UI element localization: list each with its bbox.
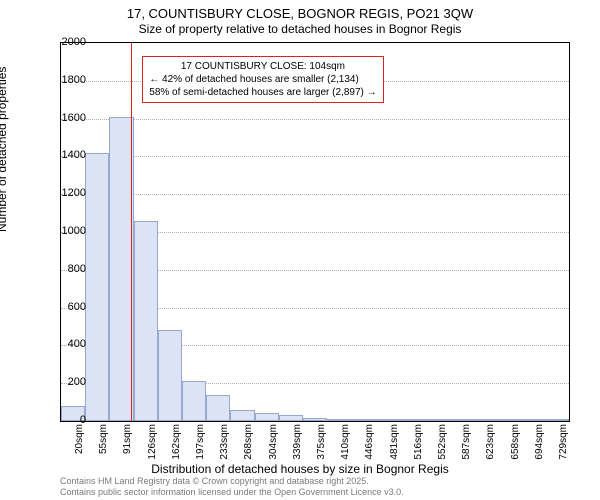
plot-area: 17 COUNTISBURY CLOSE: 104sqm← 42% of det… bbox=[60, 42, 570, 422]
y-tick-label: 1000 bbox=[46, 225, 86, 237]
x-tick-label: 268sqm bbox=[243, 424, 254, 464]
y-tick-label: 1200 bbox=[46, 187, 86, 199]
histogram-bar bbox=[424, 419, 448, 421]
footer-attribution: Contains HM Land Registry data © Crown c… bbox=[60, 476, 404, 498]
x-tick-label: 516sqm bbox=[413, 424, 424, 464]
x-tick-label: 623sqm bbox=[485, 424, 496, 464]
footer-line1: Contains HM Land Registry data © Crown c… bbox=[60, 476, 404, 487]
x-tick-label: 410sqm bbox=[340, 424, 351, 464]
histogram-bar bbox=[496, 419, 520, 421]
annotation-box: 17 COUNTISBURY CLOSE: 104sqm← 42% of det… bbox=[142, 56, 383, 103]
y-tick-label: 800 bbox=[46, 263, 86, 275]
x-tick-label: 552sqm bbox=[437, 424, 448, 464]
y-tick-label: 600 bbox=[46, 301, 86, 313]
histogram-bar bbox=[206, 395, 230, 421]
annotation-line2: ← 42% of detached houses are smaller (2,… bbox=[149, 73, 376, 86]
x-tick-label: 729sqm bbox=[558, 424, 569, 464]
y-tick-label: 400 bbox=[46, 338, 86, 350]
x-tick-label: 91sqm bbox=[122, 424, 133, 464]
histogram-bar bbox=[85, 153, 109, 421]
x-tick-label: 126sqm bbox=[147, 424, 158, 464]
chart-container: 17, COUNTISBURY CLOSE, BOGNOR REGIS, PO2… bbox=[0, 0, 600, 500]
histogram-bar bbox=[303, 418, 327, 421]
histogram-bar bbox=[400, 419, 424, 421]
histogram-bar bbox=[521, 419, 545, 421]
x-tick-label: 20sqm bbox=[74, 424, 85, 464]
histogram-bar bbox=[351, 419, 375, 421]
x-tick-label: 375sqm bbox=[316, 424, 327, 464]
y-axis-label: Number of detached properties bbox=[0, 67, 9, 232]
histogram-bar bbox=[327, 419, 351, 421]
annotation-line3: 58% of semi-detached houses are larger (… bbox=[149, 86, 376, 99]
x-tick-label: 658sqm bbox=[510, 424, 521, 464]
gridline bbox=[61, 119, 569, 120]
histogram-bar bbox=[279, 415, 303, 421]
x-tick-label: 446sqm bbox=[364, 424, 375, 464]
x-tick-label: 339sqm bbox=[292, 424, 303, 464]
histogram-bar bbox=[230, 410, 254, 421]
histogram-bar bbox=[472, 419, 496, 421]
x-tick-label: 162sqm bbox=[171, 424, 182, 464]
y-tick-label: 1400 bbox=[46, 149, 86, 161]
gridline bbox=[61, 156, 569, 157]
x-tick-label: 587sqm bbox=[461, 424, 472, 464]
x-tick-label: 694sqm bbox=[534, 424, 545, 464]
histogram-bar bbox=[134, 221, 158, 421]
y-tick-label: 200 bbox=[46, 376, 86, 388]
histogram-bar bbox=[182, 381, 206, 421]
histogram-bar bbox=[545, 419, 569, 421]
gridline bbox=[61, 194, 569, 195]
y-tick-label: 2000 bbox=[46, 36, 86, 48]
chart-title-line2: Size of property relative to detached ho… bbox=[0, 22, 600, 36]
annotation-line1: 17 COUNTISBURY CLOSE: 104sqm bbox=[149, 60, 376, 73]
histogram-bar bbox=[375, 419, 399, 421]
footer-line2: Contains public sector information licen… bbox=[60, 487, 404, 498]
y-tick-label: 1800 bbox=[46, 74, 86, 86]
x-tick-label: 197sqm bbox=[195, 424, 206, 464]
x-tick-label: 55sqm bbox=[98, 424, 109, 464]
y-tick-label: 1600 bbox=[46, 112, 86, 124]
histogram-bar bbox=[448, 419, 472, 421]
reference-line bbox=[131, 43, 132, 421]
histogram-bar bbox=[158, 330, 182, 421]
x-tick-label: 304sqm bbox=[268, 424, 279, 464]
chart-title-line1: 17, COUNTISBURY CLOSE, BOGNOR REGIS, PO2… bbox=[0, 6, 600, 21]
x-tick-label: 481sqm bbox=[389, 424, 400, 464]
x-tick-label: 233sqm bbox=[219, 424, 230, 464]
histogram-bar bbox=[255, 413, 279, 421]
x-axis-label: Distribution of detached houses by size … bbox=[0, 462, 600, 476]
